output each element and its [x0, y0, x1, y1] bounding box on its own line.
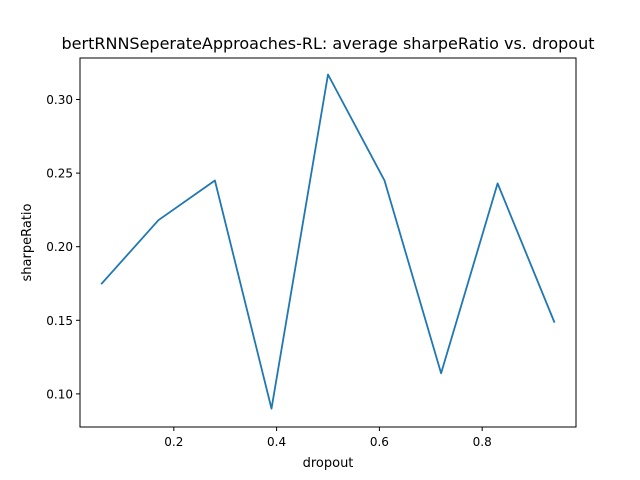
- y-axis-label: sharpeRatio: [20, 203, 35, 281]
- y-tick-label: 0.30: [46, 93, 73, 107]
- plot-frame: [79, 57, 577, 428]
- x-tick-label: 0.4: [267, 435, 286, 449]
- y-axis: 0.10 0.15 0.20 0.25 0.30: [46, 93, 80, 401]
- y-tick-label: 0.15: [46, 314, 73, 328]
- y-tick-label: 0.25: [46, 167, 73, 181]
- series-line: [100, 73, 556, 410]
- y-tick-label: 0.20: [46, 240, 73, 254]
- x-axis: 0.2 0.4 0.6 0.8: [164, 427, 492, 449]
- x-tick-label: 0.2: [164, 435, 183, 449]
- x-tick-label: 0.8: [473, 435, 492, 449]
- y-tick-label: 0.10: [46, 387, 73, 401]
- x-tick-label: 0.6: [370, 435, 389, 449]
- x-axis-label: dropout: [303, 456, 354, 471]
- chart-title: bertRNNSeperateApproaches-RL: average sh…: [62, 34, 595, 53]
- plot-area: [100, 73, 556, 410]
